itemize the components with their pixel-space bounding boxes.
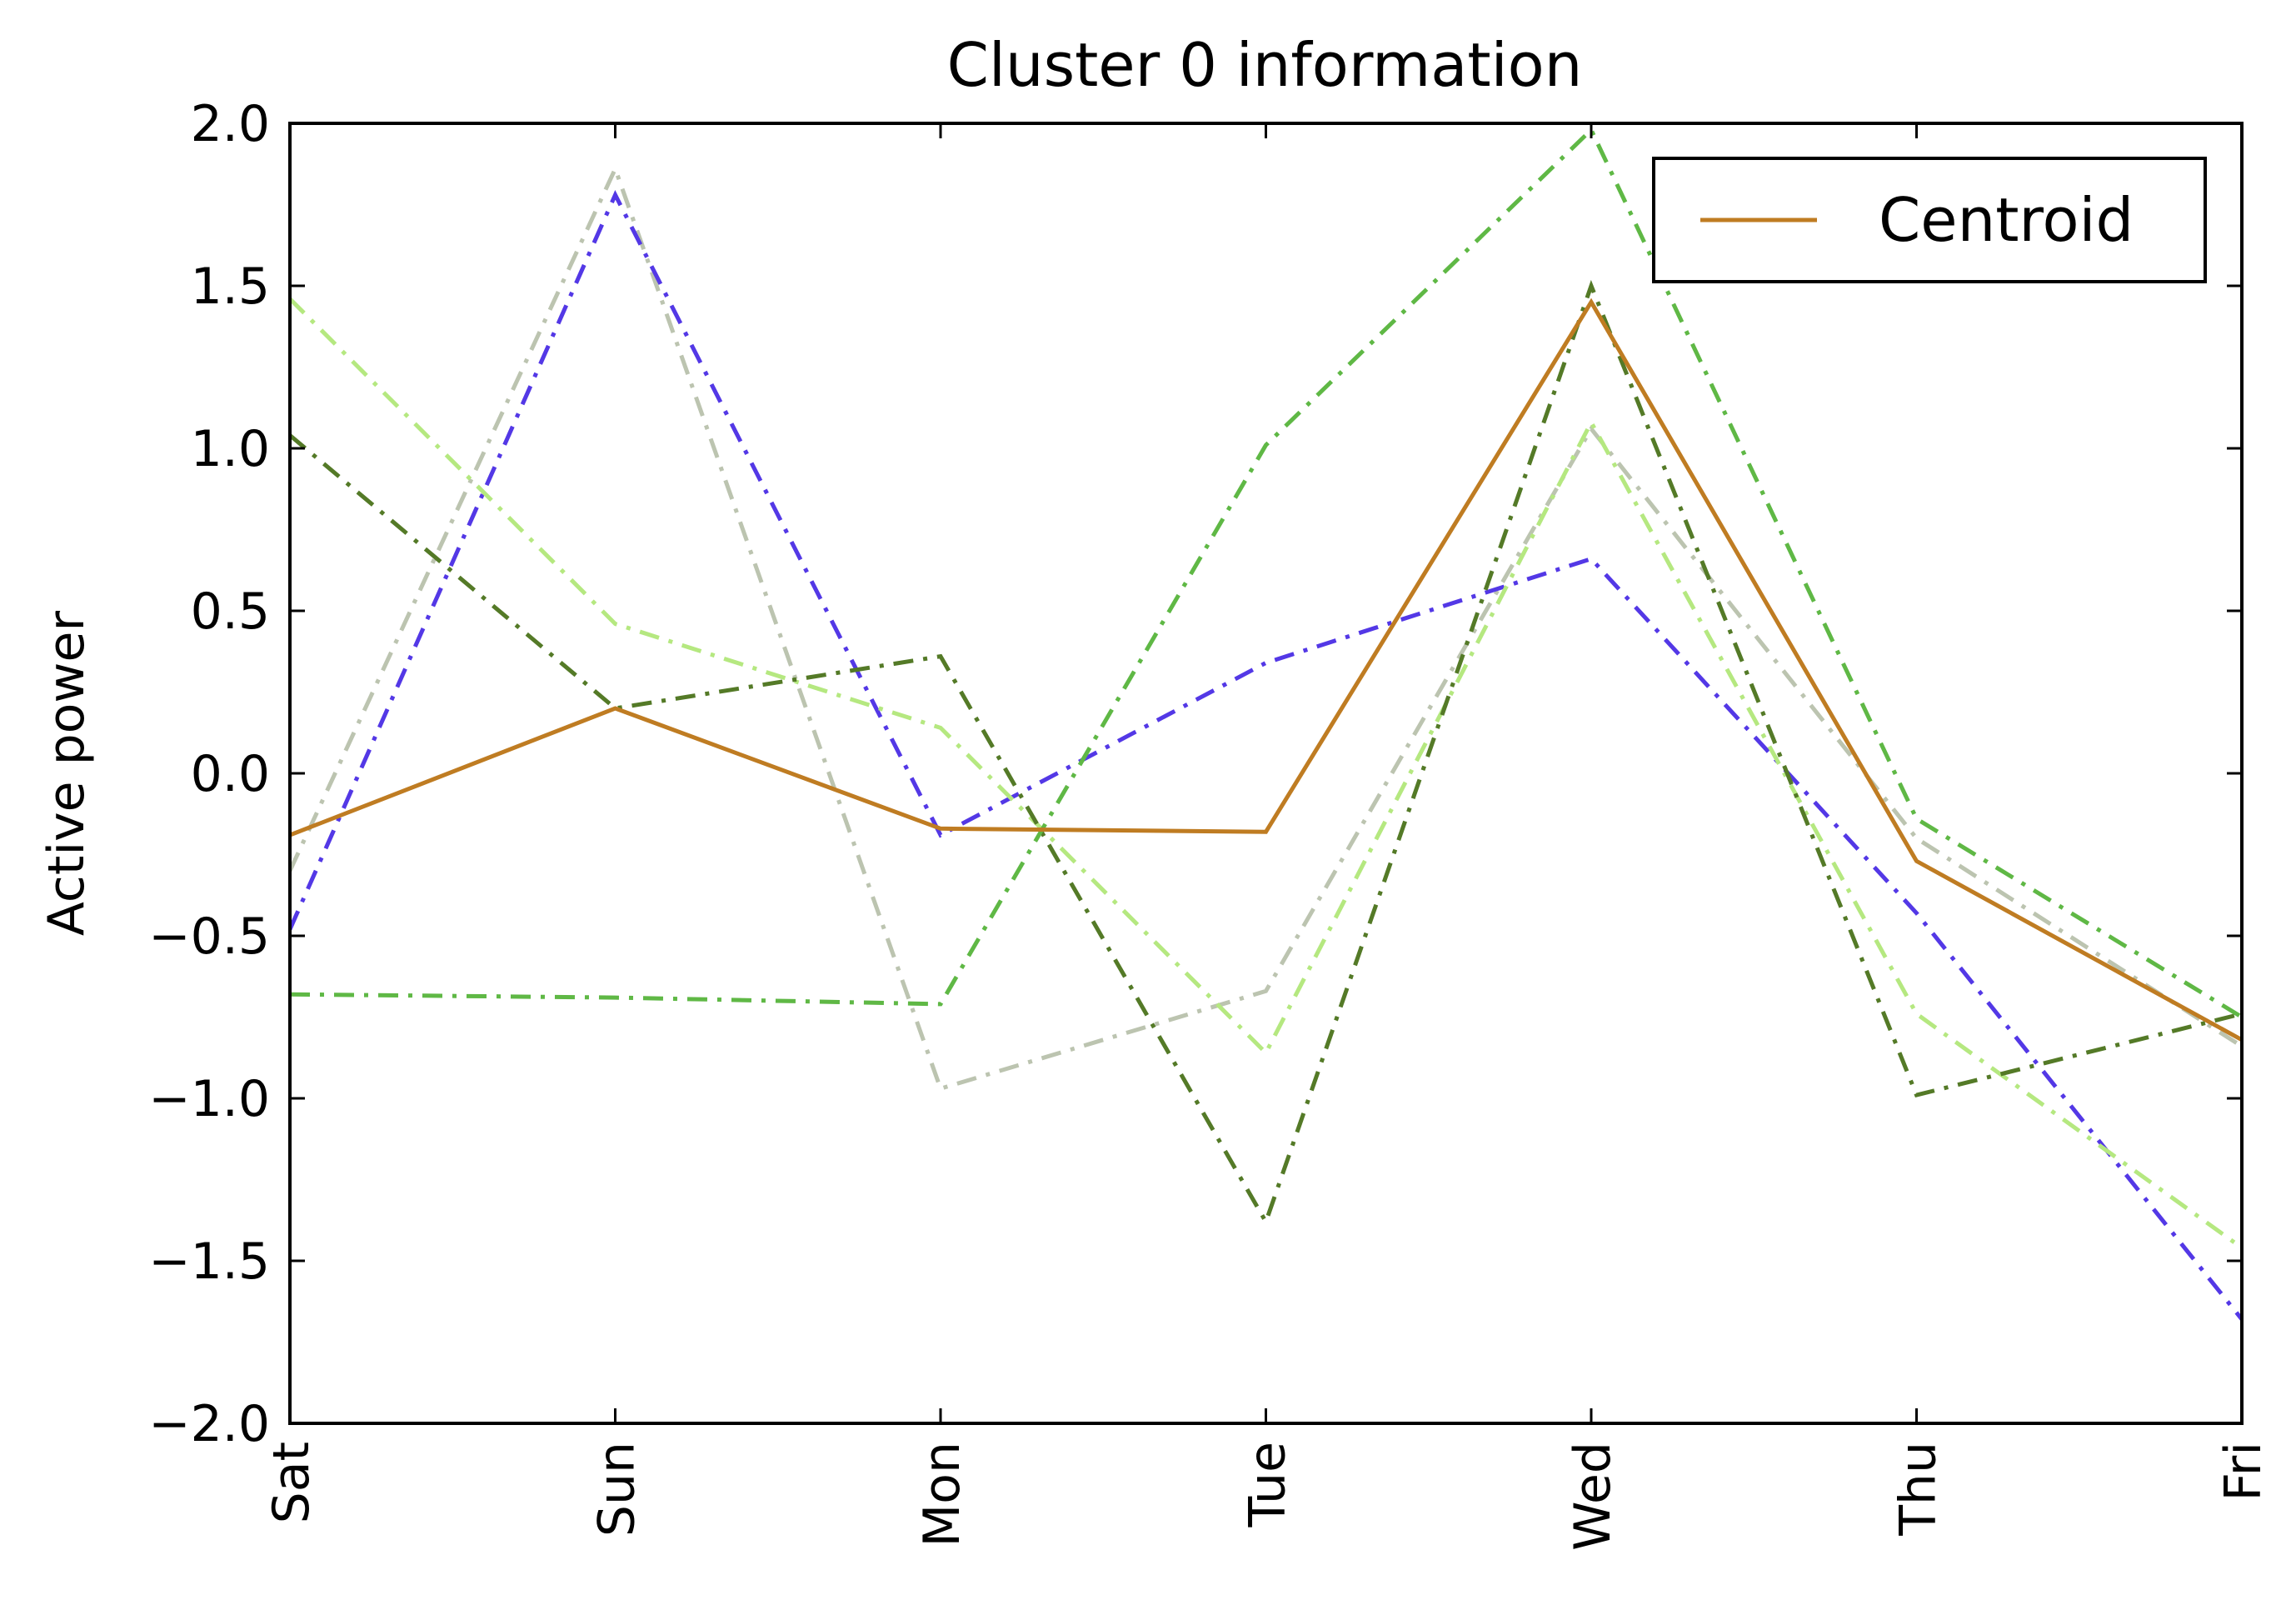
y-tick-label: 1.5 xyxy=(191,258,270,316)
y-tick-label: 0.5 xyxy=(191,582,270,641)
x-tick-label: Wed xyxy=(1564,1442,1622,1551)
chart-title: Cluster 0 information xyxy=(947,30,1583,100)
y-tick-label: 1.0 xyxy=(191,420,270,478)
x-tick-label: Sun xyxy=(588,1442,646,1537)
y-tick-label: −2.0 xyxy=(148,1395,270,1453)
legend: Centroid xyxy=(1652,157,2207,283)
y-tick-label: 2.0 xyxy=(191,95,270,153)
series-line-3 xyxy=(290,297,2242,1250)
series-layer xyxy=(290,126,2242,1321)
x-tick-label: Mon xyxy=(913,1442,971,1548)
legend-label: Centroid xyxy=(1879,185,2134,255)
y-tick-label: 0.0 xyxy=(191,745,270,803)
x-tick-label: Tue xyxy=(1239,1442,1297,1528)
y-tick-label: −1.5 xyxy=(148,1232,270,1291)
x-tick-label: Thu xyxy=(1889,1442,1948,1537)
series-line-centroid xyxy=(290,298,2242,1042)
series-line-2 xyxy=(290,189,2242,1321)
series-line-5 xyxy=(290,126,2242,1019)
x-tick-label: Sat xyxy=(262,1442,321,1523)
plot-frame xyxy=(288,122,2244,1425)
x-tick-label: Fri xyxy=(2214,1442,2273,1501)
series-line-1 xyxy=(290,162,2242,1092)
series-line-4 xyxy=(290,279,2242,1228)
y-tick-label: −1.0 xyxy=(148,1070,270,1128)
y-tick-label: −0.5 xyxy=(148,908,270,966)
y-axis-label: Active power xyxy=(37,611,96,936)
